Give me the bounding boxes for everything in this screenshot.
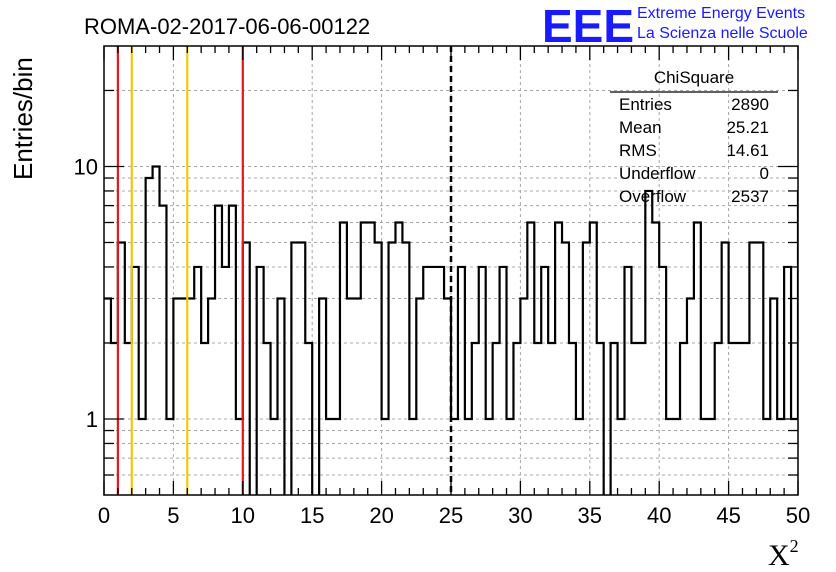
y-axis-label: Entries/bin: [8, 57, 38, 180]
y-tick-label: 10: [74, 154, 98, 179]
stats-overflow-label: Overflow: [619, 187, 687, 206]
x-tick-label: 45: [716, 503, 740, 528]
chart-title: ROMA-02-2017-06-06-00122: [84, 14, 370, 39]
stats-underflow-label: Underflow: [619, 164, 696, 183]
x-axis-label: X2: [768, 536, 799, 572]
logo-line-2: La Scienza nelle Scuole: [637, 25, 808, 42]
x-tick-label: 25: [439, 503, 463, 528]
plot-area: 0 5 10 15 20 25 30 35 40 45 50 1 10: [74, 45, 810, 528]
eee-logo: EEE Extreme Energy Events La Scienza nel…: [542, 0, 808, 52]
x-axis-label-base: X: [768, 539, 790, 572]
x-tick-label: 35: [578, 503, 602, 528]
x-tick-label: 5: [167, 503, 179, 528]
x-tick-label: 20: [369, 503, 393, 528]
stats-rms-value: 14.61: [726, 141, 769, 160]
x-tick-label: 40: [647, 503, 671, 528]
x-axis-label-superscript: 2: [790, 536, 799, 556]
histogram-series: [104, 165, 798, 495]
x-tick-label: 50: [786, 503, 810, 528]
x-tick-label: 0: [98, 503, 110, 528]
x-tick-label: 10: [231, 503, 255, 528]
stats-entries-value: 2890: [731, 95, 769, 114]
stats-overflow-value: 2537: [731, 187, 769, 206]
y-tick-label: 1: [86, 407, 98, 432]
stats-rms-label: RMS: [619, 141, 657, 160]
stats-title: ChiSquare: [654, 68, 734, 87]
x-tick-label: 30: [508, 503, 532, 528]
stats-underflow-value: 0: [760, 164, 769, 183]
stats-mean-label: Mean: [619, 118, 662, 137]
x-tick-label: 15: [300, 503, 324, 528]
stats-box: ChiSquare Entries 2890 Mean 25.21 RMS 14…: [610, 68, 778, 206]
stats-mean-value: 25.21: [726, 118, 769, 137]
stats-entries-label: Entries: [619, 95, 672, 114]
logo-mark: EEE: [542, 0, 634, 52]
logo-line-1: Extreme Energy Events: [637, 5, 805, 22]
